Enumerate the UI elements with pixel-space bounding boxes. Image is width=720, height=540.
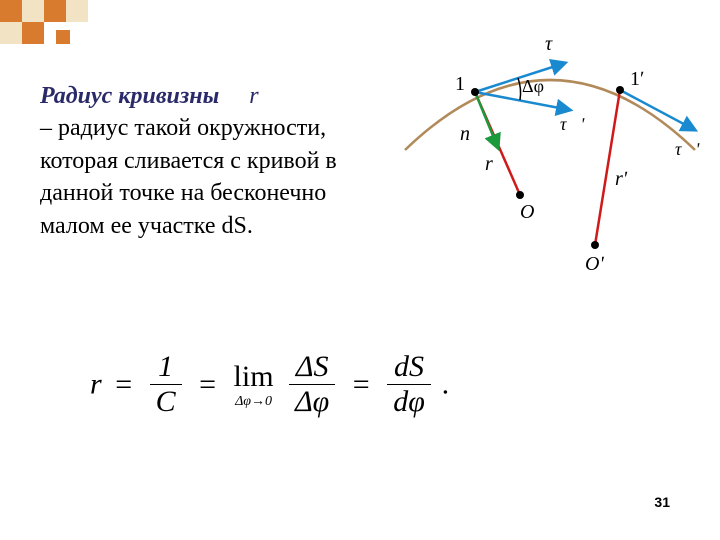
label-O-prime: Oʹ bbox=[585, 253, 604, 275]
deco-square bbox=[22, 22, 44, 44]
label-1-prime: 1ʹ bbox=[630, 68, 644, 90]
title-var: r bbox=[249, 83, 258, 109]
deco-square bbox=[0, 0, 22, 22]
point-O bbox=[516, 191, 524, 199]
label-O: O bbox=[520, 201, 534, 223]
tau-prime-vector bbox=[620, 90, 695, 130]
point-1 bbox=[471, 88, 479, 96]
body-text: – радиус такой окружности, которая слива… bbox=[40, 112, 390, 242]
page-number: 31 bbox=[654, 494, 670, 510]
formula-lhs: r bbox=[90, 368, 102, 401]
frac-1c: 1 C bbox=[150, 350, 182, 419]
deco-square bbox=[66, 0, 88, 22]
label-tau: τ⃗ bbox=[545, 33, 568, 55]
point-O-prime bbox=[591, 241, 599, 249]
title-line: Радиус кривизны r bbox=[40, 80, 390, 112]
limit: lim Δφ→0 bbox=[234, 360, 274, 410]
label-r-prime: rʹ bbox=[615, 168, 628, 190]
label-n: n⃗ bbox=[460, 123, 486, 145]
label-1: 1 bbox=[455, 73, 465, 95]
eq2: = bbox=[199, 368, 216, 401]
label-dphi: Δφ bbox=[522, 76, 544, 96]
label-tau-prime-2: τ⃗ʹ bbox=[675, 139, 700, 159]
label-tau-prime-1: τ⃗ʹ bbox=[560, 114, 585, 134]
eq1: = bbox=[115, 368, 132, 401]
angle-arc bbox=[518, 78, 521, 100]
point-1-prime bbox=[616, 86, 624, 94]
frac-ds-dphi: ΔS Δφ bbox=[289, 350, 335, 419]
formula-period: . bbox=[442, 368, 450, 401]
frac-ds-dphi-d: dS dφ bbox=[387, 350, 431, 419]
text-block: Радиус кривизны r – радиус такой окружно… bbox=[40, 80, 390, 242]
title-term: Радиус кривизны bbox=[40, 83, 219, 109]
eq3: = bbox=[353, 368, 370, 401]
deco-square bbox=[22, 0, 44, 22]
deco-square bbox=[44, 0, 66, 22]
curvature-diagram: 1 1ʹ τ⃗ τ⃗ʹ τ⃗ʹ n⃗ Δφ r rʹ O Oʹ bbox=[400, 30, 700, 290]
deco-square bbox=[0, 22, 22, 44]
deco-square bbox=[56, 30, 70, 44]
curve bbox=[405, 80, 695, 150]
formula: r = 1 C = lim Δφ→0 ΔS Δφ = dS dφ . bbox=[90, 350, 450, 419]
label-r: r bbox=[485, 153, 493, 175]
